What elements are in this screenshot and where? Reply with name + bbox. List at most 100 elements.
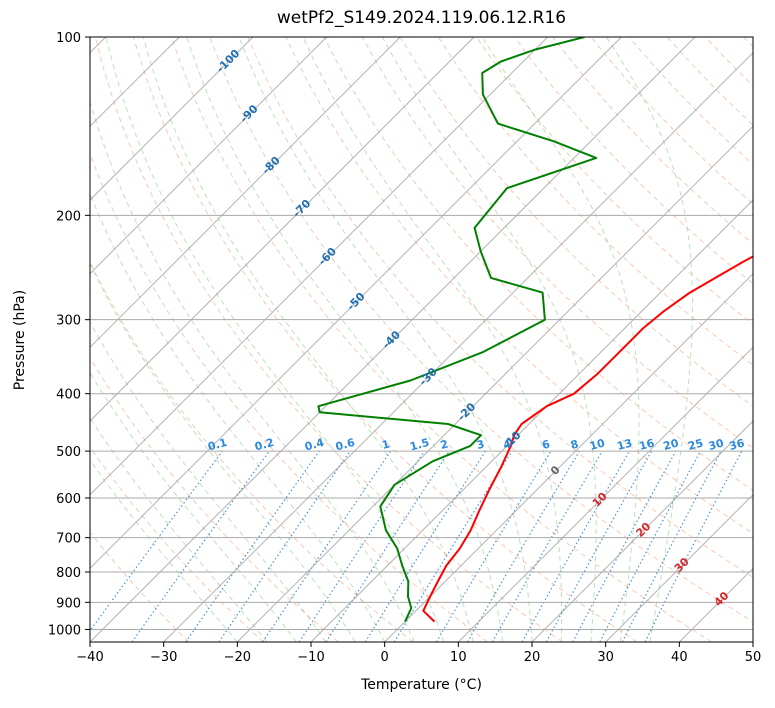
dry-adiabat [90, 356, 339, 642]
mixing-ratio-label: 4 [502, 437, 513, 452]
moist-adiabat [381, 37, 597, 642]
isotherm [384, 272, 753, 642]
dry-adiabat [132, 37, 638, 642]
dry-adiabat [743, 37, 753, 48]
mixing-ratio-line [325, 450, 450, 642]
dry-adiabat [247, 37, 753, 578]
moist-adiabat [142, 37, 474, 642]
mixing-ratio-line [131, 450, 270, 642]
y-tick-label: 1000 [48, 623, 81, 638]
isotherm [90, 37, 401, 349]
mixing-ratio-label: 16 [638, 436, 656, 453]
dry-adiabat [437, 37, 753, 366]
mixing-ratio-line [298, 450, 425, 642]
x-tick-label: −30 [150, 650, 177, 665]
isotherm [90, 37, 328, 275]
y-tick-label: 700 [56, 532, 81, 547]
x-tick-label: 30 [597, 650, 614, 665]
y-tick-label: 100 [56, 31, 81, 46]
moist-adiabat [90, 371, 297, 642]
x-tick-label: 0 [381, 650, 389, 665]
dry-adiabat [94, 37, 563, 642]
mixing-ratio-line [90, 450, 223, 632]
x-tick-label: 10 [450, 650, 467, 665]
moist-adiabat [481, 37, 640, 642]
isotherm [531, 420, 753, 642]
mixing-ratio-line [466, 450, 580, 642]
isotherm [90, 37, 475, 422]
dry-adiabat [514, 37, 753, 285]
y-tick-label: 400 [56, 388, 81, 403]
moist-adiabat [186, 37, 503, 642]
x-axis-label: Temperature (°C) [361, 677, 482, 693]
isotherm [310, 199, 753, 642]
x-tick-label: 20 [524, 650, 541, 665]
mixing-ratio-label: 0.1 [206, 436, 228, 454]
mixing-ratio-line [393, 450, 513, 642]
mixing-ratio-label: 2 [439, 437, 450, 452]
dry-adiabat [666, 37, 753, 126]
moist-adiabat [90, 192, 386, 642]
moist-adiabat [238, 37, 533, 642]
moist-adiabat [90, 99, 415, 642]
mixing-ratio-label: 30 [707, 436, 725, 453]
y-tick-label: 300 [56, 314, 81, 329]
mixing-ratio-line [262, 450, 392, 642]
mixing-ratio-label: 1 [380, 437, 391, 452]
dry-adiabat [399, 37, 753, 407]
mixing-ratio-label: 1.5 [408, 436, 430, 454]
dry-adiabat [90, 260, 414, 642]
mixing-ratio-line [185, 450, 320, 642]
dry-adiabat [90, 446, 264, 642]
mixing-ratio-line [572, 450, 677, 642]
moist-adiabat [90, 262, 356, 642]
isotherm [678, 567, 753, 642]
mixing-ratio-label: 6 [541, 437, 552, 452]
y-axis-label: Pressure (hPa) [12, 289, 28, 391]
chart-title: wetPf2_S149.2024.119.06.12.R16 [276, 8, 567, 28]
mixing-ratio-label: 25 [687, 436, 705, 453]
mixing-ratio-line [599, 450, 702, 642]
dry-adiabat [552, 37, 753, 245]
isotherm [90, 37, 549, 496]
isotherm [90, 37, 622, 570]
y-tick-label: 600 [56, 492, 81, 507]
dry-adiabat [590, 37, 753, 205]
x-tick-label: −10 [297, 650, 324, 665]
x-tick-label: −20 [224, 650, 251, 665]
mixing-ratio-label: 36 [728, 436, 746, 453]
moist-adiabat [90, 459, 238, 642]
y-tick-label: 200 [56, 209, 81, 224]
y-tick-label: 900 [56, 596, 81, 611]
moist-adiabat [90, 417, 268, 642]
mixing-ratio-line [218, 450, 351, 642]
dry-adiabat [171, 37, 712, 642]
isotherm [90, 37, 254, 201]
dry-adiabat [704, 37, 753, 87]
mixing-ratio-label: 10 [588, 436, 606, 453]
isotherm [163, 51, 753, 642]
moist-adiabat [105, 37, 445, 642]
mixing-ratio-label: 3 [475, 437, 486, 452]
y-tick-label: 500 [56, 445, 81, 460]
temperature-profile-line [422, 255, 753, 623]
mixing-ratio-label: 0.2 [253, 436, 275, 454]
dry-adiabat [90, 531, 190, 642]
dry-adiabat [90, 152, 488, 642]
x-tick-label: 50 [745, 650, 762, 665]
isotherm [236, 125, 753, 642]
isotherm [605, 493, 753, 642]
x-tick-label: −40 [76, 650, 103, 665]
mixing-ratio-label: 0.4 [303, 436, 326, 454]
mixing-ratio-line [545, 450, 653, 642]
dewpoint-profile-line [317, 37, 598, 623]
x-tick-label: 40 [671, 650, 688, 665]
isotherm [457, 346, 753, 642]
isotherm [752, 641, 753, 642]
mixing-ratio-line [521, 450, 631, 642]
mixing-ratio-line [644, 450, 743, 642]
dry-adiabat [361, 37, 753, 449]
mixing-ratio-label: 8 [569, 437, 580, 452]
